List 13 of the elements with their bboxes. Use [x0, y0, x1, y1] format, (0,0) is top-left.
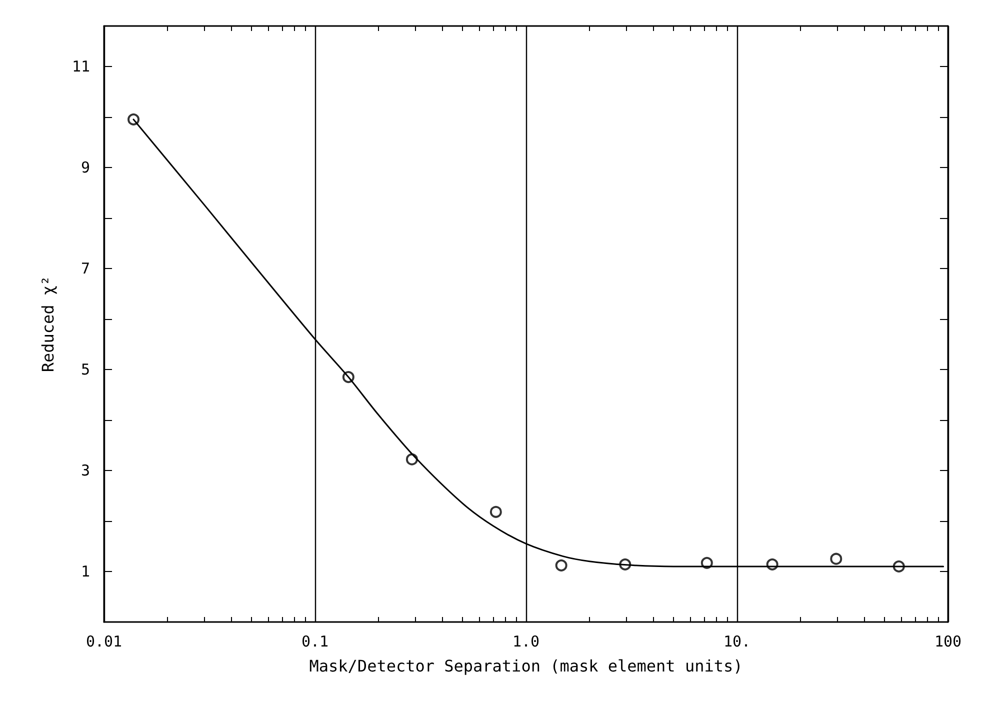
y-axis-title: Reduced χ² [38, 276, 58, 372]
x-tick-label: 10. [723, 632, 751, 650]
x-tick-label: 1.0 [512, 632, 540, 650]
y-tick-label: 3 [80, 461, 90, 480]
x-tick-label: 0.1 [301, 632, 329, 650]
y-tick-label: 7 [80, 259, 90, 278]
x-axis-title: Mask/Detector Separation (mask element units) [309, 656, 743, 676]
y-tick-label: 11 [72, 57, 90, 76]
y-tick-label: 5 [80, 360, 90, 378]
x-tick-label: 100 [934, 632, 962, 650]
y-tick-label: 1 [80, 562, 90, 580]
y-tick-label: 9 [80, 158, 90, 176]
x-tick-label: 0.01 [86, 632, 122, 650]
